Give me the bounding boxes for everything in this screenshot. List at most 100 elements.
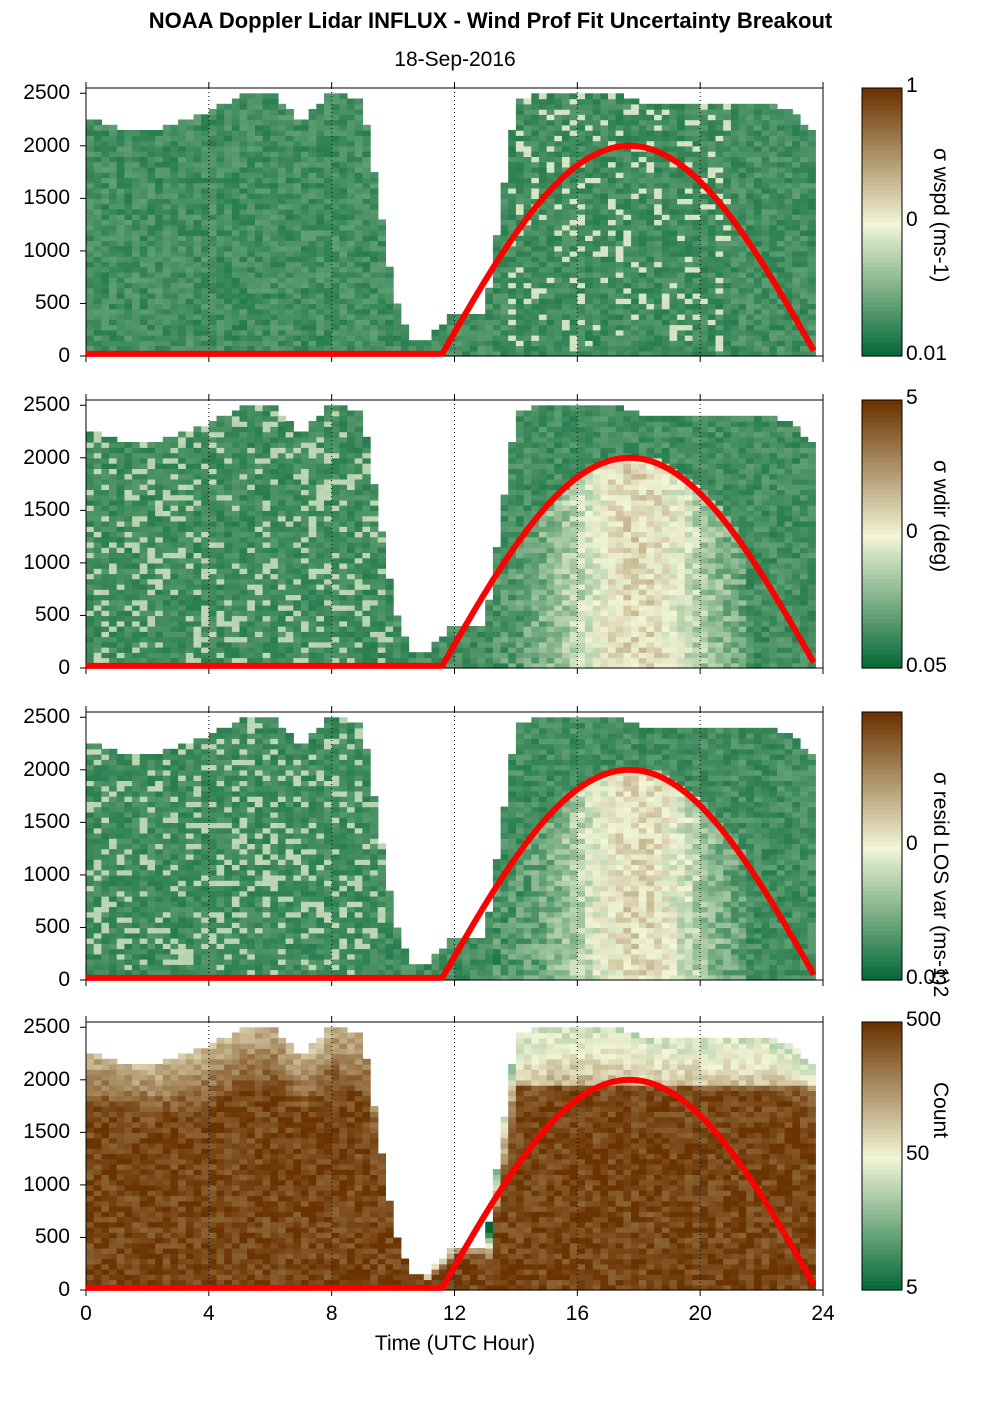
heatmap-cell — [216, 124, 225, 131]
heatmap-cell — [339, 256, 348, 263]
heatmap-cell — [569, 314, 578, 320]
heatmap-cell — [285, 224, 294, 231]
heatmap-cell — [270, 93, 279, 100]
heatmap-cell — [715, 271, 724, 278]
heatmap-cell — [393, 335, 402, 341]
heatmap-cell — [254, 552, 264, 559]
heatmap-cell — [661, 130, 671, 136]
heatmap-cell — [132, 510, 141, 517]
heatmap-cell — [646, 214, 655, 220]
heatmap-cell — [270, 292, 279, 299]
heatmap-cell — [562, 229, 571, 236]
heatmap-cell — [692, 345, 701, 352]
heatmap-cell — [730, 193, 740, 199]
heatmap-cell — [101, 140, 110, 147]
heatmap-cell — [746, 329, 755, 336]
heatmap-cell — [331, 187, 340, 194]
heatmap-cell — [101, 626, 110, 632]
heatmap-cell — [623, 130, 632, 136]
heatmap-cell — [723, 287, 732, 294]
heatmap-cell — [600, 314, 609, 320]
colorbar-swatch — [862, 155, 902, 161]
heatmap-cell — [753, 224, 763, 231]
heatmap-cell — [231, 547, 241, 553]
heatmap-cell — [807, 303, 816, 310]
heatmap-cell — [293, 282, 302, 289]
heatmap-cell — [761, 282, 770, 289]
heatmap-cell — [631, 256, 640, 263]
heatmap-cell — [216, 219, 225, 226]
heatmap-cell — [485, 303, 494, 310]
heatmap-cell — [546, 203, 555, 210]
heatmap-cell — [109, 198, 118, 205]
heatmap-cell — [101, 271, 110, 278]
heatmap-cell — [208, 261, 218, 268]
heatmap-cell — [116, 329, 125, 336]
heatmap-cell — [239, 308, 248, 315]
heatmap-cell — [800, 345, 809, 352]
heatmap-cell — [155, 562, 164, 569]
heatmap-cell — [692, 103, 701, 110]
heatmap-cell — [769, 266, 778, 273]
heatmap-cell — [178, 531, 187, 538]
heatmap-cell — [715, 266, 724, 273]
heatmap-cell — [262, 298, 271, 305]
heatmap-cell — [577, 298, 586, 305]
heatmap-cell — [646, 319, 655, 326]
heatmap-cell — [646, 256, 655, 263]
heatmap-cell — [792, 282, 801, 289]
heatmap-cell — [254, 224, 264, 231]
heatmap-cell — [224, 266, 233, 273]
heatmap-cell — [308, 250, 317, 257]
heatmap-cell — [216, 610, 225, 617]
heatmap-cell — [193, 452, 202, 459]
heatmap-cell — [669, 214, 678, 220]
heatmap-cell — [162, 526, 172, 532]
heatmap-cell — [116, 631, 125, 638]
heatmap-cell — [324, 156, 333, 163]
heatmap-cell — [523, 245, 532, 252]
heatmap-cell — [531, 303, 540, 310]
heatmap-cell — [331, 340, 340, 347]
heatmap-cell — [231, 526, 241, 532]
heatmap-cell — [531, 198, 540, 205]
heatmap-cell — [139, 324, 148, 331]
heatmap-cell — [354, 314, 363, 320]
heatmap-cell — [554, 98, 563, 105]
heatmap-cell — [554, 140, 563, 147]
heatmap-cell — [569, 335, 578, 341]
heatmap-cell — [162, 345, 172, 352]
heatmap-cell — [692, 151, 701, 157]
heatmap-cell — [316, 229, 325, 236]
heatmap-cell — [93, 604, 102, 611]
heatmap-cell — [208, 552, 218, 559]
heatmap-cell — [170, 256, 179, 263]
heatmap-cell — [231, 314, 241, 320]
heatmap-cell — [654, 245, 663, 252]
heatmap-cell — [262, 214, 271, 220]
heatmap-cell — [370, 214, 379, 220]
heatmap-cell — [147, 652, 156, 659]
heatmap-cell — [155, 442, 164, 448]
heatmap-cell — [239, 594, 248, 601]
heatmap-cell — [523, 98, 532, 105]
heatmap-cell — [216, 505, 225, 511]
heatmap-cell — [247, 161, 256, 168]
heatmap-cell — [654, 193, 663, 199]
heatmap-cell — [162, 589, 172, 596]
heatmap-cell — [508, 261, 517, 268]
heatmap-cell — [585, 329, 594, 336]
heatmap-cell — [331, 193, 340, 199]
heatmap-cell — [385, 319, 394, 326]
heatmap-cell — [577, 282, 586, 289]
heatmap-cell — [270, 250, 279, 257]
heatmap-cell — [707, 345, 717, 352]
heatmap-cell — [661, 271, 671, 278]
heatmap-cell — [109, 626, 118, 632]
heatmap-cell — [631, 324, 640, 331]
heatmap-cell — [208, 604, 218, 611]
heatmap-cell — [193, 447, 202, 454]
heatmap-cell — [562, 198, 571, 205]
heatmap-cell — [515, 151, 525, 157]
heatmap-cell — [224, 473, 233, 480]
